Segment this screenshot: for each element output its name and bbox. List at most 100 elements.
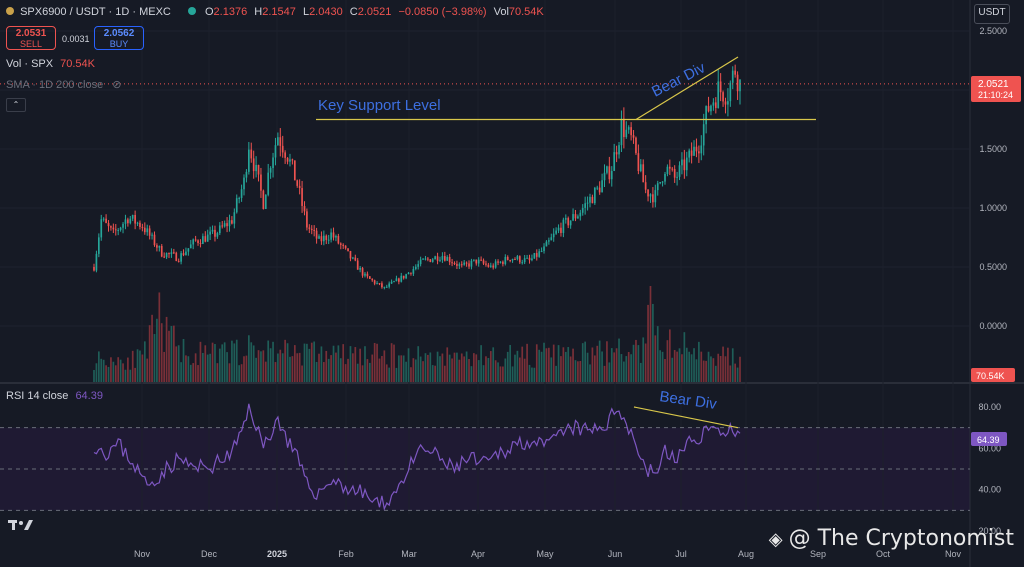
volume-bar — [189, 364, 192, 382]
candle-body — [729, 82, 732, 102]
symbol-logo-icon — [6, 7, 14, 15]
volume-bar — [240, 364, 243, 382]
rsi-indicator-legend[interactable]: RSI 14 close 64.39 — [6, 390, 103, 402]
candle-body — [439, 259, 441, 261]
candle-body — [480, 259, 482, 261]
volume-bar — [695, 359, 698, 382]
candle-body — [429, 259, 432, 262]
volume-bar — [284, 339, 286, 382]
candle-body — [714, 102, 717, 108]
volume-indicator-legend[interactable]: Vol · SPX 70.54K — [6, 58, 95, 70]
candle-body — [301, 188, 303, 206]
candle-body — [364, 273, 366, 276]
volume-bar — [666, 340, 669, 382]
time-tick-label: Oct — [876, 549, 891, 559]
volume-bar — [550, 357, 553, 382]
volume-bar — [223, 342, 226, 382]
volume-bar — [424, 353, 427, 382]
candle-body — [427, 258, 429, 260]
candle-body — [690, 150, 693, 156]
volume-bar — [499, 366, 502, 382]
price-divergence-line — [635, 56, 739, 121]
buy-button[interactable]: 2.0562 BUY — [94, 26, 144, 50]
candle-body — [117, 229, 120, 231]
volume-bar — [153, 334, 156, 382]
candle-body — [652, 194, 654, 203]
candle-body — [281, 145, 284, 153]
candle-body — [315, 230, 318, 239]
ohlc-close-value: 2.0521 — [357, 6, 392, 18]
volume-bar — [685, 347, 688, 382]
volume-bar — [151, 314, 153, 382]
candle-body — [514, 259, 516, 261]
ohlc-change-value: −0.0850 (−3.98%) — [398, 6, 487, 18]
volume-bar — [683, 332, 686, 382]
volume-bar — [97, 351, 100, 382]
candle-body — [158, 245, 161, 248]
candle-body — [523, 258, 526, 263]
candle-body — [226, 223, 228, 227]
tradingview-logo-icon[interactable] — [8, 518, 34, 537]
candle-body — [540, 250, 543, 252]
candle-body — [685, 157, 688, 171]
volume-bar — [702, 360, 705, 382]
volume-bar — [543, 342, 545, 382]
candle-body — [289, 159, 291, 162]
candle-body — [110, 226, 112, 228]
candle-body — [320, 236, 323, 242]
candle-body — [705, 106, 707, 125]
ohlc-low-label: L — [302, 6, 310, 18]
candle-body — [214, 229, 216, 237]
volume-bar — [477, 360, 480, 382]
candle-body — [644, 182, 647, 190]
candle-body — [731, 70, 734, 83]
candle-body — [414, 266, 417, 269]
volume-bar — [419, 356, 422, 382]
candle-body — [260, 174, 262, 191]
volume-bar — [482, 365, 485, 382]
time-tick-label: Feb — [338, 549, 354, 559]
symbol-label[interactable]: SPX6900 / USDT · 1D · MEXC — [20, 6, 171, 18]
volume-bar — [410, 367, 412, 382]
candle-body — [671, 168, 674, 170]
volume-bar — [719, 355, 722, 382]
sma-indicator-legend[interactable]: SMA · 1D 200 close ⊘ — [6, 78, 122, 91]
candle-body — [443, 256, 446, 261]
candle-body — [373, 280, 376, 284]
volume-bar — [473, 353, 475, 382]
volume-bar — [652, 303, 654, 382]
candle-body — [567, 218, 570, 226]
price-badge-value: 2.0521 — [978, 79, 1009, 90]
volume-bar — [509, 344, 511, 382]
candle-body — [306, 211, 308, 228]
candle-body — [693, 146, 695, 156]
sell-button[interactable]: 2.0531 SELL — [6, 26, 56, 50]
candle-body — [293, 160, 296, 181]
candle-body — [194, 239, 197, 241]
volume-bar — [388, 367, 391, 382]
currency-unit-button[interactable]: USDT — [974, 4, 1010, 24]
candle-body — [424, 258, 427, 260]
volume-bar — [381, 356, 383, 382]
volume-bar — [339, 358, 342, 382]
volume-bar — [431, 365, 434, 382]
collapse-legend-button[interactable]: ⌃ — [6, 98, 26, 112]
candle-body — [719, 81, 722, 93]
volume-bar — [260, 351, 262, 382]
volume-bar — [320, 346, 323, 382]
time-tick-label: Mar — [401, 549, 417, 559]
candle-body — [441, 256, 444, 260]
candle-body — [724, 101, 727, 105]
candle-body — [417, 264, 420, 267]
volume-bar — [407, 348, 410, 382]
volume-bar — [337, 345, 340, 382]
volume-bar — [398, 355, 400, 382]
candle-body — [107, 222, 110, 227]
volume-bar — [591, 347, 594, 382]
candle-body — [596, 187, 599, 189]
volume-bar — [574, 360, 577, 382]
volume-bar — [470, 366, 473, 382]
volume-bar — [560, 356, 562, 382]
eye-off-icon[interactable]: ⊘ — [112, 79, 122, 91]
